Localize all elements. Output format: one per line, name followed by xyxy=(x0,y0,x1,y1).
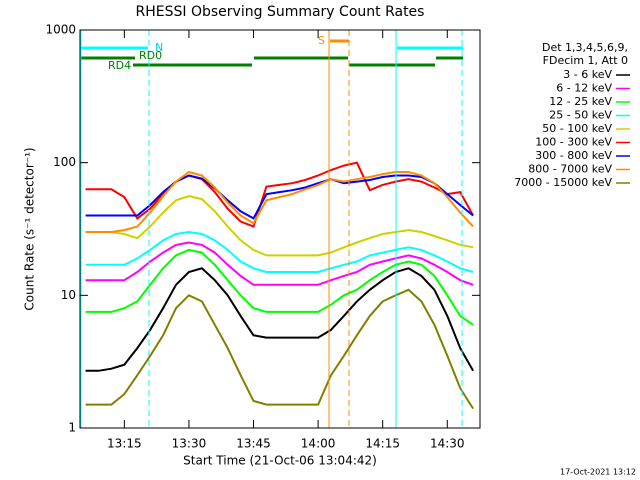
x-tick-label: 14:00 xyxy=(301,437,336,451)
series-line xyxy=(85,267,474,372)
series-line xyxy=(85,248,474,326)
y-tick-label: 1 xyxy=(68,421,76,435)
y-tick-label: 10 xyxy=(61,288,76,302)
series-line xyxy=(85,195,474,257)
overlays xyxy=(81,39,463,67)
legend-title: Det 1,3,4,5,6,9, xyxy=(542,41,628,54)
legend-label: 300 - 800 keV xyxy=(535,149,612,162)
legend-label: 3 - 6 keV xyxy=(563,68,612,81)
legend-label: 6 - 12 keV xyxy=(556,82,612,95)
legend-label: 25 - 50 keV xyxy=(549,109,612,122)
footer: 17-Oct-2021 13:12 xyxy=(560,468,636,477)
legend-label: 800 - 7000 keV xyxy=(528,163,612,176)
series-line xyxy=(85,241,474,286)
x-tick-label: 13:15 xyxy=(107,437,142,451)
x-tick-label: 14:15 xyxy=(365,437,400,451)
plot xyxy=(85,161,474,410)
annotation: RD0 xyxy=(139,49,162,62)
x-axis-label: Start Time (21-Oct-06 13:04:42) xyxy=(183,454,377,468)
annotation: S xyxy=(318,34,325,47)
series-line xyxy=(85,161,474,228)
legend-label: 12 - 25 keV xyxy=(549,95,612,108)
plot-frame xyxy=(79,29,481,429)
legend-label: 50 - 100 keV xyxy=(542,122,612,135)
y-tick-label: 1000 xyxy=(45,23,76,37)
x-tick-label: 13:30 xyxy=(172,437,207,451)
annotation: N xyxy=(155,41,163,54)
series-line xyxy=(85,174,474,220)
x-tick-label: 14:30 xyxy=(430,437,465,451)
y-tick-label: 100 xyxy=(53,155,76,169)
x-tick-label: 13:45 xyxy=(236,437,271,451)
legend-label: 7000 - 15000 keV xyxy=(514,176,612,189)
y-axis-label: Count Rate (s⁻¹ detector⁻¹) xyxy=(23,147,37,310)
chart-title: RHESSI Observing Summary Count Rates xyxy=(136,4,425,20)
series-line xyxy=(85,288,474,410)
series-line xyxy=(85,170,474,233)
series-line xyxy=(85,230,474,273)
vlines xyxy=(80,30,463,428)
annotation: RD4 xyxy=(108,59,131,72)
legend-label: 100 - 300 keV xyxy=(535,136,612,149)
legend-title: FDecim 1, Att 0 xyxy=(543,54,628,67)
